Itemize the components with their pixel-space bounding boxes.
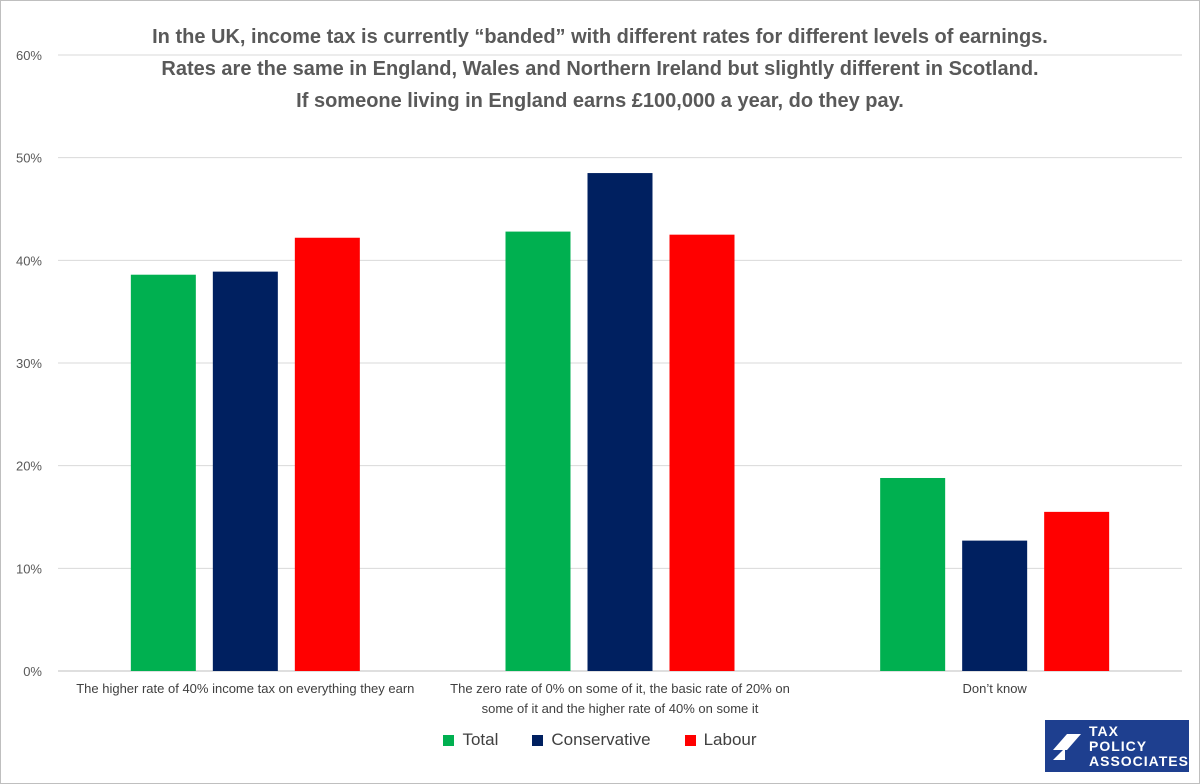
bar-total-2 — [505, 231, 571, 671]
chart-title-line-2: Rates are the same in England, Wales and… — [161, 58, 1039, 80]
bar-labour-3 — [1044, 511, 1110, 671]
logo-line-1: TAX — [1089, 722, 1119, 739]
legend-swatch-labour — [684, 734, 696, 746]
logo-line-3: ASSOCIATES — [1089, 752, 1189, 769]
legend-item-conservative: Conservative — [532, 730, 651, 750]
x-category-label: Don’t know — [963, 681, 1028, 696]
y-tick-label: 20% — [16, 459, 42, 474]
legend-swatch-total — [443, 734, 455, 746]
legend: Total Conservative Labour — [0, 726, 1200, 754]
chart-title-line-1: In the UK, income tax is currently “band… — [152, 26, 1048, 48]
x-category-label: some of it and the higher rate of 40% on… — [482, 701, 759, 716]
y-tick-label: 10% — [16, 561, 42, 576]
legend-item-total: Total — [443, 730, 498, 750]
y-tick-label: 0% — [23, 664, 42, 679]
x-category-label: The higher rate of 40% income tax on eve… — [76, 681, 414, 696]
bar-conservative-2 — [587, 173, 653, 672]
legend-swatch-conservative — [532, 734, 544, 746]
bar-total-1 — [130, 274, 196, 671]
y-tick-label: 60% — [16, 48, 42, 63]
logo-mark-icon — [1045, 720, 1089, 772]
logo-text: TAX POLICY ASSOCIATES — [1089, 722, 1189, 769]
y-tick-label: 40% — [16, 253, 42, 268]
tax-policy-associates-logo: TAX POLICY ASSOCIATES — [1045, 720, 1189, 772]
bar-labour-1 — [294, 237, 360, 671]
bar-conservative-1 — [212, 271, 278, 671]
x-category-label: The zero rate of 0% on some of it, the b… — [450, 681, 790, 696]
legend-label-conservative: Conservative — [551, 730, 651, 749]
legend-item-labour: Labour — [684, 730, 757, 750]
bar-conservative-3 — [962, 540, 1028, 671]
chart-title-line-3: If someone living in England earns £100,… — [296, 90, 904, 112]
bar-labour-2 — [669, 234, 735, 671]
y-tick-label: 50% — [16, 151, 42, 166]
logo-line-2: POLICY — [1089, 737, 1148, 754]
bar-total-3 — [880, 477, 946, 671]
legend-label-labour: Labour — [703, 730, 757, 749]
y-tick-label: 30% — [16, 356, 42, 371]
legend-label-total: Total — [462, 730, 499, 749]
